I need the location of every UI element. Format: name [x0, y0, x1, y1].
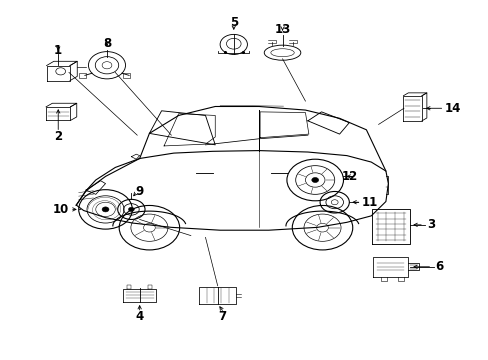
Text: 14: 14 — [444, 102, 460, 115]
Bar — [123, 73, 130, 77]
Bar — [79, 73, 86, 77]
Text: 13: 13 — [274, 23, 290, 36]
Text: 7: 7 — [218, 310, 226, 324]
Circle shape — [102, 207, 109, 212]
Text: 6: 6 — [435, 260, 443, 273]
Text: 8: 8 — [102, 37, 111, 50]
Text: 3: 3 — [427, 218, 435, 231]
Text: 12: 12 — [341, 170, 358, 183]
Text: 4: 4 — [135, 310, 143, 324]
Text: 9: 9 — [135, 185, 143, 198]
Text: 11: 11 — [361, 196, 377, 209]
Circle shape — [311, 177, 318, 183]
Text: 5: 5 — [229, 16, 237, 29]
Text: 2: 2 — [54, 130, 62, 144]
Circle shape — [128, 207, 134, 212]
Text: 1: 1 — [54, 44, 62, 57]
Text: 10: 10 — [53, 203, 69, 216]
